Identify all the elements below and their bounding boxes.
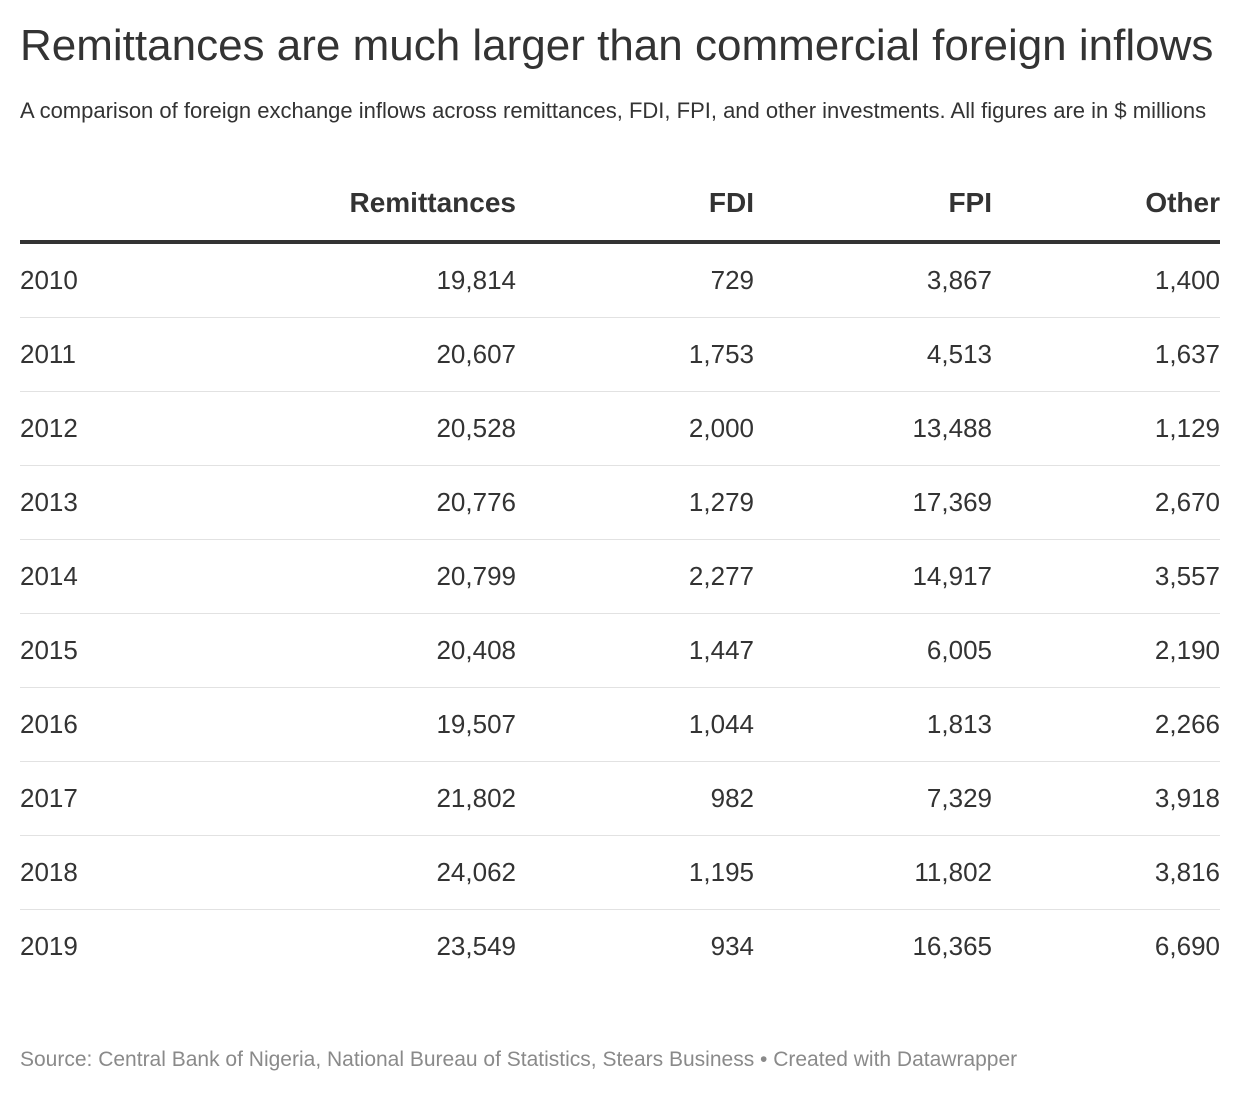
value-cell-other: 6,690 bbox=[1154, 931, 1220, 961]
value-cell-fpi: 6,005 bbox=[754, 613, 992, 688]
value-cell-remittances: 23,549 bbox=[436, 931, 516, 961]
table-row: 2014 20,799 2,277 14,917 3,557 bbox=[20, 539, 1220, 614]
value-cell-fdi: 2,000 bbox=[516, 391, 754, 466]
value-cell-fdi: 1,195 bbox=[516, 835, 754, 910]
value-cell-other: 3,557 bbox=[992, 539, 1220, 614]
value-cell-other: 2,266 bbox=[992, 687, 1220, 762]
row-year-cell: 2012 bbox=[20, 391, 278, 466]
data-table: Remittances FDI FPI Other 2010 19,814 729 3,86… bbox=[20, 166, 1220, 983]
chart-container: Remittances are much larger than commerc… bbox=[20, 0, 1220, 983]
column-header-remittances: Remittances bbox=[278, 166, 516, 244]
value-cell-fdi: 982 bbox=[516, 761, 754, 836]
value-cell-fpi: 13,488 bbox=[754, 391, 992, 466]
value-cell-remittances: 20,408 bbox=[278, 613, 516, 688]
value-cell-remittances: 20,528 bbox=[278, 391, 516, 466]
row-year-cell: 2019 bbox=[20, 931, 78, 961]
value-cell-fdi: 2,277 bbox=[516, 539, 754, 614]
row-year-cell: 2013 bbox=[20, 465, 278, 540]
value-cell-remittances: 24,062 bbox=[278, 835, 516, 910]
chart-subtitle: A comparison of foreign exchange inflows… bbox=[20, 98, 1207, 123]
value-cell-other: 1,400 bbox=[992, 242, 1220, 318]
value-cell-fpi: 4,513 bbox=[754, 317, 992, 392]
table-body: 2010 19,814 729 3,867 1,400 2011 20,607 1,753 4,… bbox=[20, 242, 1220, 983]
row-year-cell: 2016 bbox=[20, 687, 278, 762]
value-cell-other: 1,129 bbox=[992, 391, 1220, 466]
column-header-other: Other bbox=[992, 166, 1220, 244]
row-year-cell: 2015 bbox=[20, 613, 278, 688]
table-header: Remittances FDI FPI Other bbox=[20, 166, 1220, 244]
table-row: 2011 20,607 1,753 4,513 1,637 bbox=[20, 317, 1220, 392]
table-row: 2013 20,776 1,279 17,369 2,670 bbox=[20, 465, 1220, 540]
table-row: 2010 19,814 729 3,867 1,400 bbox=[20, 242, 1220, 318]
header-row: Remittances FDI FPI Other bbox=[20, 166, 1220, 244]
value-cell-remittances: 19,814 bbox=[278, 242, 516, 318]
value-cell-fdi: 1,279 bbox=[516, 465, 754, 540]
value-cell-other: 3,816 bbox=[992, 835, 1220, 910]
value-cell-fpi: 1,813 bbox=[754, 687, 992, 762]
table-row: 2019 23,549 934 16,365 6,690 bbox=[20, 910, 1220, 984]
row-year-cell: 2017 bbox=[20, 761, 278, 836]
value-cell-fpi: 7,329 bbox=[754, 761, 992, 836]
value-cell-other: 1,637 bbox=[992, 317, 1220, 392]
value-cell-fpi: 3,867 bbox=[754, 242, 992, 318]
row-year-cell: 2010 bbox=[20, 242, 278, 318]
value-cell-remittances: 19,507 bbox=[278, 687, 516, 762]
value-cell-fpi: 16,365 bbox=[912, 931, 992, 961]
row-year-cell: 2018 bbox=[20, 835, 278, 910]
table-row: 2018 24,062 1,195 11,802 3,816 bbox=[20, 835, 1220, 910]
column-header-year bbox=[20, 166, 278, 244]
value-cell-fdi: 729 bbox=[516, 242, 754, 318]
row-year-cell: 2014 bbox=[20, 539, 278, 614]
source-note: Source: Central Bank of Nigeria, Nationa… bbox=[20, 1048, 1018, 1071]
value-cell-other: 2,190 bbox=[992, 613, 1220, 688]
value-cell-fpi: 17,369 bbox=[754, 465, 992, 540]
chart-title: Remittances are much larger than commerc… bbox=[20, 21, 1214, 70]
row-year-cell: 2011 bbox=[20, 317, 278, 392]
value-cell-remittances: 20,799 bbox=[278, 539, 516, 614]
table-row: 2016 19,507 1,044 1,813 2,266 bbox=[20, 687, 1220, 762]
column-header-fpi: FPI bbox=[754, 166, 992, 244]
table-row: 2015 20,408 1,447 6,005 2,190 bbox=[20, 613, 1220, 688]
table-row: 2017 21,802 982 7,329 3,918 bbox=[20, 761, 1220, 836]
value-cell-fpi: 14,917 bbox=[754, 539, 992, 614]
value-cell-other: 3,918 bbox=[992, 761, 1220, 836]
value-cell-fpi: 11,802 bbox=[754, 835, 992, 910]
value-cell-fdi: 1,044 bbox=[516, 687, 754, 762]
value-cell-remittances: 21,802 bbox=[278, 761, 516, 836]
value-cell-remittances: 20,607 bbox=[278, 317, 516, 392]
value-cell-other: 2,670 bbox=[992, 465, 1220, 540]
value-cell-fdi: 1,753 bbox=[516, 317, 754, 392]
value-cell-fdi: 1,447 bbox=[516, 613, 754, 688]
column-header-fdi: FDI bbox=[516, 166, 754, 244]
table-row: 2012 20,528 2,000 13,488 1,129 bbox=[20, 391, 1220, 466]
value-cell-fdi: 934 bbox=[710, 931, 754, 961]
value-cell-remittances: 20,776 bbox=[278, 465, 516, 540]
